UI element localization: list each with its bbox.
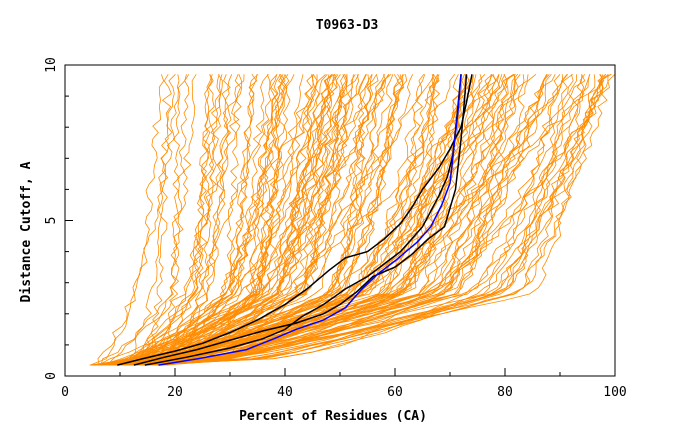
background-curve xyxy=(107,74,197,366)
background-curve xyxy=(137,74,404,366)
background-curve xyxy=(137,74,377,366)
background-curve xyxy=(167,74,360,366)
background-curve xyxy=(115,74,547,366)
background-curve xyxy=(145,74,548,366)
background-curve xyxy=(156,74,221,366)
background-curve xyxy=(119,74,290,366)
y-axis-label: Distance Cutoff, A xyxy=(19,161,34,302)
background-curve xyxy=(90,74,586,366)
x-tick-label: 100 xyxy=(603,385,626,400)
y-axis: 0 5 10 xyxy=(44,57,73,380)
background-curve xyxy=(137,74,304,366)
background-curve xyxy=(144,74,172,366)
background-curve xyxy=(125,74,456,366)
background-curves xyxy=(89,73,616,366)
background-curve xyxy=(117,74,390,366)
series-line-2 xyxy=(133,74,468,366)
background-curve xyxy=(95,74,525,366)
background-curve xyxy=(109,74,574,366)
background-curve xyxy=(140,74,434,366)
background-curve xyxy=(118,73,607,366)
background-curve xyxy=(154,74,561,366)
background-curve xyxy=(126,74,214,366)
background-curve xyxy=(100,74,242,366)
y-tick-label: 0 xyxy=(44,372,59,380)
y-tick-label: 10 xyxy=(44,57,59,73)
background-curve xyxy=(110,74,360,366)
background-curve xyxy=(116,74,379,366)
background-curve xyxy=(139,74,334,366)
background-curve xyxy=(149,74,223,366)
background-curve xyxy=(119,73,333,366)
background-curve xyxy=(135,74,245,366)
background-curve xyxy=(118,74,367,366)
background-curve xyxy=(89,74,165,366)
background-curve xyxy=(147,74,286,366)
x-axis-label: Percent of Residues (CA) xyxy=(239,409,427,424)
background-curve xyxy=(139,73,611,366)
background-curve xyxy=(99,74,552,366)
background-curve xyxy=(133,74,269,366)
background-curve xyxy=(126,74,190,366)
background-curve xyxy=(123,74,215,366)
background-curve xyxy=(114,74,373,366)
x-tick-label: 80 xyxy=(497,385,513,400)
y-tick-label: 5 xyxy=(44,217,59,225)
background-curve xyxy=(150,74,501,366)
background-curve xyxy=(134,74,394,366)
background-curve xyxy=(164,74,181,366)
x-tick-label: 40 xyxy=(277,385,293,400)
background-curve xyxy=(147,74,521,366)
background-curve xyxy=(147,74,506,366)
background-curve xyxy=(149,74,314,366)
background-curve xyxy=(136,73,336,366)
x-tick-label: 60 xyxy=(387,385,403,400)
background-curve xyxy=(131,74,348,366)
x-tick-label: 0 xyxy=(61,385,69,400)
background-curve xyxy=(144,74,503,366)
background-curve xyxy=(138,74,493,366)
background-curve xyxy=(120,74,213,366)
background-curve xyxy=(101,74,500,366)
background-curve xyxy=(89,74,339,366)
background-curve xyxy=(97,74,590,366)
background-curve xyxy=(120,74,609,366)
background-curve xyxy=(125,74,496,366)
background-curve xyxy=(166,74,231,366)
background-curve xyxy=(101,74,606,366)
background-curve xyxy=(125,74,387,366)
x-axis: 0 20 40 60 80 100 xyxy=(61,368,627,400)
background-curve xyxy=(98,74,341,366)
background-curve xyxy=(92,74,568,366)
background-curve xyxy=(102,74,314,366)
chart-title: T0963-D3 xyxy=(316,18,379,33)
background-curve xyxy=(136,74,289,366)
background-curve xyxy=(148,74,318,366)
highlight-curves xyxy=(117,74,473,366)
background-curve xyxy=(130,74,483,366)
background-curve xyxy=(116,74,223,366)
series-line-3 xyxy=(144,74,462,366)
background-curve xyxy=(152,74,286,366)
background-curve xyxy=(109,74,616,366)
x-tick-label: 20 xyxy=(167,385,183,400)
background-curve xyxy=(166,73,612,366)
background-curve xyxy=(97,74,190,366)
background-curve xyxy=(108,74,318,366)
series-line-4 xyxy=(158,74,462,366)
background-curve xyxy=(135,74,563,366)
background-curve xyxy=(112,74,408,366)
series-line-1 xyxy=(117,74,473,366)
